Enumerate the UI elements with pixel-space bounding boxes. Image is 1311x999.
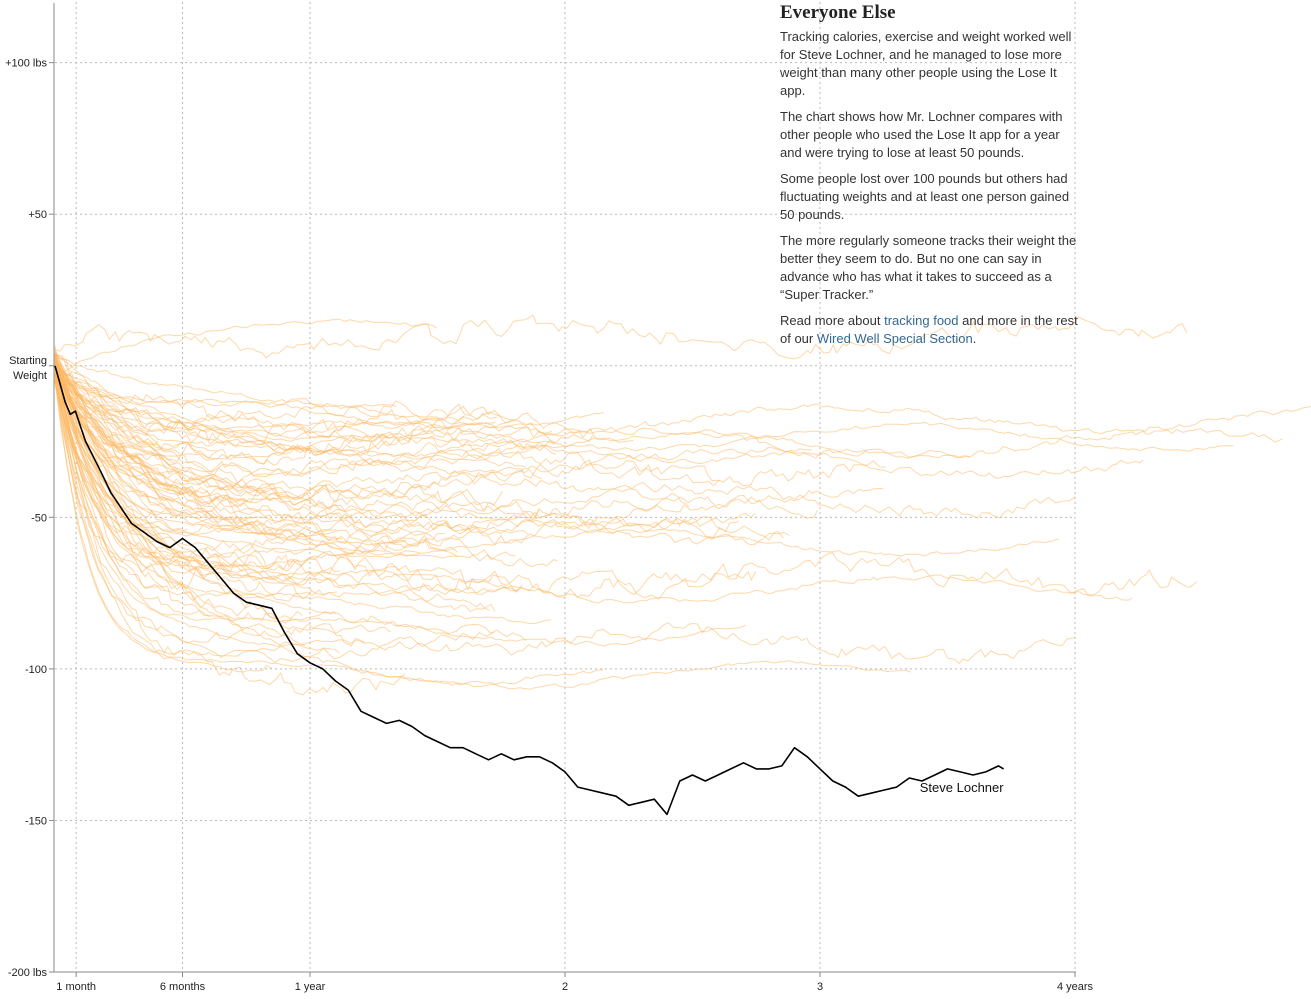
other-user-line: [54, 376, 176, 465]
other-user-line: [54, 362, 690, 535]
annotation-paragraph-1: Tracking calories, exercise and weight w…: [780, 29, 1072, 98]
other-user-line: [54, 361, 527, 663]
other-user-line: [54, 351, 390, 454]
other-user-line: [54, 345, 406, 696]
other-user-line: [54, 363, 1076, 519]
annotation-paragraph-5: Read more about tracking food and more i…: [780, 312, 1080, 348]
other-user-line: [54, 378, 746, 647]
other-user-line: [54, 358, 720, 501]
y-tick-label: +50: [28, 209, 47, 221]
other-user-line: [54, 376, 516, 562]
y-tick-label: Starting Weight: [9, 355, 47, 382]
other-user-line: [54, 382, 757, 600]
series-label: Steve Lochner: [920, 780, 1005, 795]
other-user-line: [54, 371, 309, 452]
annotation-panel: Everyone Else Tracking calories, exercis…: [780, 2, 1080, 356]
annotation-text: Read more about: [780, 313, 885, 328]
other-user-line: [54, 355, 543, 501]
other-user-line: [54, 368, 886, 487]
other-user-line: [54, 381, 490, 612]
other-user-line: [54, 381, 303, 624]
other-user-line: [54, 356, 784, 550]
chart-axes: [53, 3, 1076, 973]
other-user-line: [54, 379, 366, 657]
other-user-line: [54, 369, 1144, 479]
other-user-line: [54, 375, 1234, 452]
other-user-line: [54, 374, 552, 625]
annotation-paragraph-2: The chart shows how Mr. Lochner compares…: [780, 109, 1063, 160]
y-tick-label: -200 lbs: [8, 967, 48, 979]
y-tick-label: -100: [25, 664, 47, 676]
annotation-paragraph-4: The more regularly someone tracks their …: [780, 233, 1077, 302]
other-user-line: [54, 357, 504, 512]
annotation-text: and more in the rest of our: [780, 313, 1078, 346]
other-user-line: [54, 358, 739, 556]
other-user-line: [54, 366, 790, 546]
other-user-line: [54, 354, 1059, 559]
other-user-line: [54, 355, 295, 571]
annotation-title: Everyone Else: [780, 2, 896, 23]
x-tick-label: 6 months: [160, 981, 206, 993]
other-user-line: [54, 355, 556, 476]
steve-lochner-line: [54, 365, 1005, 816]
other-user-line: [54, 360, 819, 536]
other-user-line: [54, 376, 273, 673]
other-user-line: [54, 374, 912, 690]
other-user-line: [54, 358, 166, 591]
other-user-line: [54, 365, 459, 559]
other-users-lines: [54, 314, 1311, 696]
y-tick-label: +100 lbs: [5, 58, 47, 70]
other-user-line: [54, 370, 337, 614]
other-user-line: [54, 366, 604, 430]
other-user-line: [54, 372, 340, 654]
x-tick-label: 4 years: [1057, 981, 1094, 993]
other-user-line: [54, 354, 465, 445]
other-user-line: [54, 318, 438, 378]
other-user-line: [54, 353, 397, 408]
x-tick-label: 1 month: [56, 981, 96, 993]
tick-labels: +100 lbs +50 Starting Weight -50 -100 -150 -200…: [5, 58, 1093, 993]
y-tick-label: -150: [25, 815, 47, 827]
other-user-line: [54, 363, 884, 508]
wired-well-section-link[interactable]: Wired Well Special Section: [816, 331, 973, 346]
x-tick-label: 1 year: [295, 981, 326, 993]
y-tick-label: -50: [31, 512, 47, 524]
other-user-line: [54, 364, 314, 558]
x-tick-label: 3: [817, 981, 823, 993]
other-user-line: [54, 353, 496, 442]
other-user-line: [54, 353, 273, 504]
annotation-paragraph-3: Some people lost over 100 pounds but oth…: [780, 171, 1070, 222]
steve-lochner-series: Steve Lochner: [54, 365, 1005, 816]
other-user-line: [54, 364, 526, 485]
other-user-line: [54, 373, 201, 519]
other-user-line: [54, 361, 971, 461]
tracking-food-link[interactable]: tracking food: [884, 313, 959, 328]
annotation-text: .: [972, 331, 977, 346]
x-tick-label: 2: [562, 981, 568, 993]
other-user-line: [54, 373, 1198, 597]
other-user-line: [54, 375, 1311, 436]
other-user-line: [54, 314, 1188, 360]
other-user-line: [54, 368, 812, 465]
other-user-line: [54, 369, 594, 456]
other-user-line: [54, 380, 541, 518]
